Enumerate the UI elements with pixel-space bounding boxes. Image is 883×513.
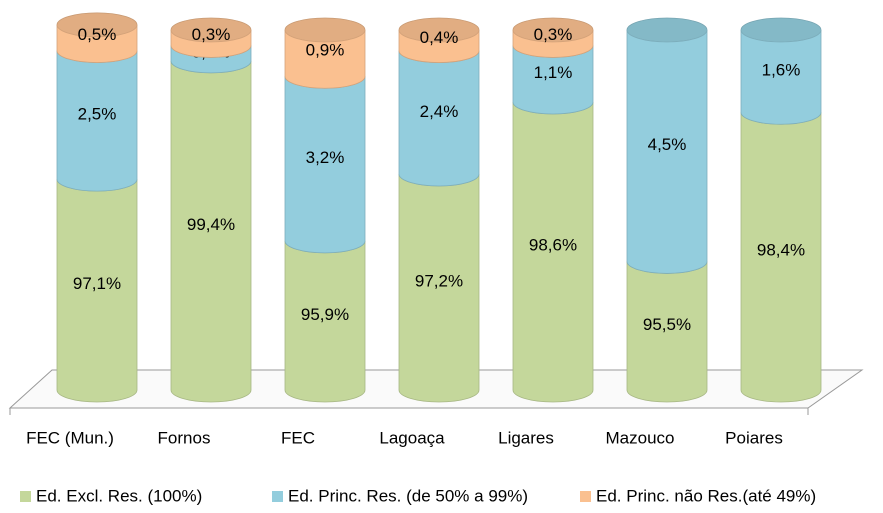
data-label: 3,2% bbox=[306, 148, 345, 167]
data-label: 0,9% bbox=[306, 41, 345, 60]
data-label: 2,5% bbox=[78, 104, 117, 123]
data-label: 95,5% bbox=[643, 315, 691, 334]
x-tick-label: Lagoaça bbox=[379, 428, 445, 447]
x-tick-label: Fornos bbox=[158, 428, 211, 447]
data-label: 99,4% bbox=[187, 215, 235, 234]
x-tick-label: Mazouco bbox=[606, 428, 675, 447]
data-label: 0,3% bbox=[534, 25, 573, 44]
bar-segment bbox=[740, 29, 822, 125]
x-tick-label: FEC bbox=[281, 428, 315, 447]
data-label: 0,4% bbox=[420, 28, 459, 47]
data-label: 1,1% bbox=[534, 63, 573, 82]
bar-segment bbox=[284, 29, 366, 89]
bar-segment bbox=[626, 29, 708, 274]
data-label: 97,2% bbox=[415, 271, 463, 290]
legend-label: Ed. Princ. Res. (de 50% a 99%) bbox=[288, 486, 528, 505]
legend-swatch bbox=[580, 491, 591, 502]
bar-segment bbox=[170, 29, 252, 58]
data-label: 4,5% bbox=[648, 135, 687, 154]
data-label: 0,5% bbox=[78, 25, 117, 44]
legend-swatch bbox=[20, 491, 31, 502]
legend-label: Ed. Princ. não Res.(até 49%) bbox=[596, 486, 816, 505]
legend-swatch bbox=[272, 491, 283, 502]
x-tick-label: FEC (Mun.) bbox=[26, 428, 114, 447]
data-label: 0,3% bbox=[192, 25, 231, 44]
x-tick-label: Ligares bbox=[498, 428, 554, 447]
x-tick-label: Poiares bbox=[725, 428, 783, 447]
data-label: 98,6% bbox=[529, 235, 577, 254]
data-label: 95,9% bbox=[301, 305, 349, 324]
data-label: 98,4% bbox=[757, 241, 805, 260]
data-label: 1,6% bbox=[762, 61, 801, 80]
bar-segment bbox=[398, 29, 480, 63]
legend-label: Ed. Excl. Res. (100%) bbox=[36, 486, 202, 505]
data-label: 2,4% bbox=[420, 102, 459, 121]
data-label: 97,1% bbox=[73, 274, 121, 293]
bar-segment bbox=[512, 29, 594, 58]
bar-segment bbox=[56, 24, 138, 63]
